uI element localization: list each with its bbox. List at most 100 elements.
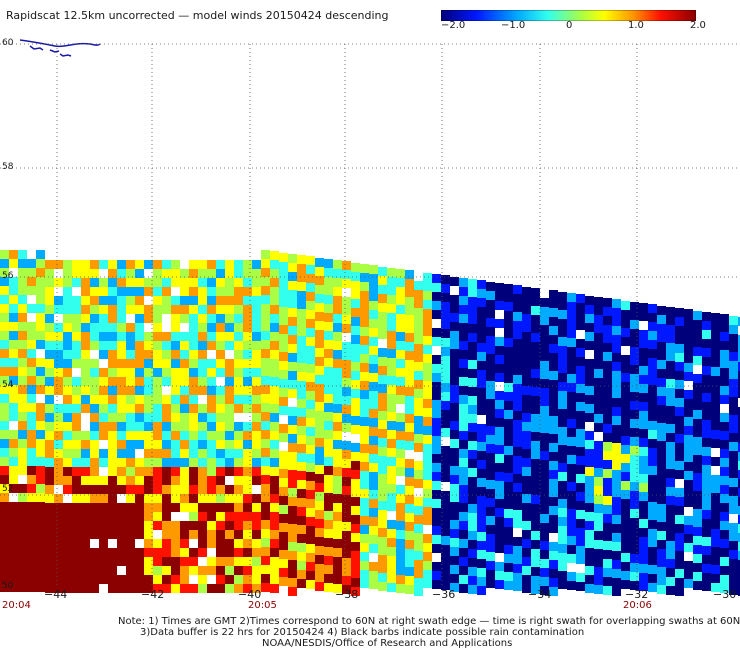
swath-cell bbox=[432, 373, 441, 382]
swath-cell bbox=[72, 287, 81, 296]
swath-cell bbox=[396, 431, 405, 440]
swath-cell bbox=[306, 382, 315, 391]
swath-cell bbox=[540, 514, 549, 523]
swath-cell bbox=[666, 496, 675, 505]
swath-cell bbox=[630, 365, 639, 374]
swath-cell bbox=[324, 430, 333, 439]
swath-cell bbox=[234, 305, 243, 314]
swath-cell bbox=[225, 287, 234, 296]
swath-cell bbox=[63, 467, 72, 476]
swath-cell bbox=[702, 330, 711, 339]
swath-cell bbox=[423, 336, 432, 345]
swath-cell bbox=[45, 404, 54, 413]
swath-cell bbox=[63, 530, 72, 539]
swath-cell bbox=[36, 385, 45, 394]
swath-cell bbox=[594, 558, 603, 567]
swath-cell bbox=[513, 312, 522, 321]
swath-cell bbox=[153, 359, 162, 368]
swath-cell bbox=[432, 490, 441, 499]
swath-cell bbox=[567, 311, 576, 320]
swath-cell bbox=[216, 359, 225, 368]
swath-cell bbox=[342, 261, 351, 270]
swath-cell bbox=[351, 389, 360, 398]
swath-cell bbox=[378, 375, 387, 384]
swath-cell bbox=[279, 469, 288, 478]
swath-cell bbox=[153, 440, 162, 449]
swath-cell bbox=[297, 552, 306, 561]
colorbar bbox=[441, 10, 696, 21]
swath-cell bbox=[45, 377, 54, 386]
swath-cell bbox=[234, 512, 243, 521]
swath-cell bbox=[441, 392, 450, 401]
swath-cell bbox=[189, 278, 198, 287]
swath-cell bbox=[81, 305, 90, 314]
swath-cell bbox=[270, 404, 279, 413]
swath-cell bbox=[540, 496, 549, 505]
swath-cell bbox=[216, 377, 225, 386]
swath-cell bbox=[459, 386, 468, 395]
swath-cell bbox=[711, 457, 720, 466]
swath-cell bbox=[603, 532, 612, 541]
swath-cell bbox=[387, 340, 396, 349]
swath-cell bbox=[153, 305, 162, 314]
swath-cell bbox=[405, 315, 414, 324]
swath-cell bbox=[45, 386, 54, 395]
swath-cell bbox=[585, 368, 594, 377]
swath-cell bbox=[351, 506, 360, 515]
swath-cell bbox=[198, 458, 207, 467]
swath-cell bbox=[135, 305, 144, 314]
swath-cell bbox=[648, 565, 657, 574]
swath-cell bbox=[243, 584, 252, 593]
swath-cell bbox=[675, 578, 684, 587]
swath-cell bbox=[522, 521, 531, 530]
swath-cell bbox=[171, 332, 180, 341]
swath-cell bbox=[387, 331, 396, 340]
swath-cell bbox=[720, 584, 729, 593]
swath-cell bbox=[216, 539, 225, 548]
swath-cell bbox=[36, 394, 45, 403]
swath-cell bbox=[567, 392, 576, 401]
swath-cell bbox=[297, 399, 306, 408]
swath-cell bbox=[612, 353, 621, 362]
swath-cell bbox=[702, 519, 711, 528]
swath-cell bbox=[684, 462, 693, 471]
swath-cell bbox=[657, 324, 666, 333]
swath-cell bbox=[477, 577, 486, 586]
swath-cell bbox=[9, 322, 18, 331]
swath-cell bbox=[342, 405, 351, 414]
swath-cell bbox=[477, 487, 486, 496]
swath-cell bbox=[27, 331, 36, 340]
swath-cell bbox=[531, 585, 540, 594]
swath-cell bbox=[171, 359, 180, 368]
swath-cell bbox=[558, 580, 567, 589]
swath-cell bbox=[117, 395, 126, 404]
swath-cell bbox=[468, 531, 477, 540]
swath-cell bbox=[567, 536, 576, 545]
swath-cell bbox=[99, 485, 108, 494]
swath-cell bbox=[549, 551, 558, 560]
swath-cell bbox=[540, 325, 549, 334]
swath-cell bbox=[396, 449, 405, 458]
swath-cell bbox=[99, 359, 108, 368]
swath-cell bbox=[9, 421, 18, 430]
swath-cell bbox=[171, 566, 180, 575]
swath-cell bbox=[297, 534, 306, 543]
swath-cell bbox=[468, 288, 477, 297]
swath-cell bbox=[414, 281, 423, 290]
swath-cell bbox=[261, 340, 270, 349]
swath-cell bbox=[90, 287, 99, 296]
swath-cell bbox=[18, 331, 27, 340]
swath-cell bbox=[135, 296, 144, 305]
swath-cell bbox=[603, 370, 612, 379]
swath-cell bbox=[603, 415, 612, 424]
swath-cell bbox=[477, 505, 486, 514]
swath-cell bbox=[99, 584, 108, 593]
swath-cell bbox=[675, 479, 684, 488]
swath-cell bbox=[54, 296, 63, 305]
swath-cell bbox=[306, 490, 315, 499]
swath-cell bbox=[288, 443, 297, 452]
swath-cell bbox=[153, 260, 162, 269]
swath-cell bbox=[315, 411, 324, 420]
swath-cell bbox=[378, 501, 387, 510]
swath-cell bbox=[315, 555, 324, 564]
